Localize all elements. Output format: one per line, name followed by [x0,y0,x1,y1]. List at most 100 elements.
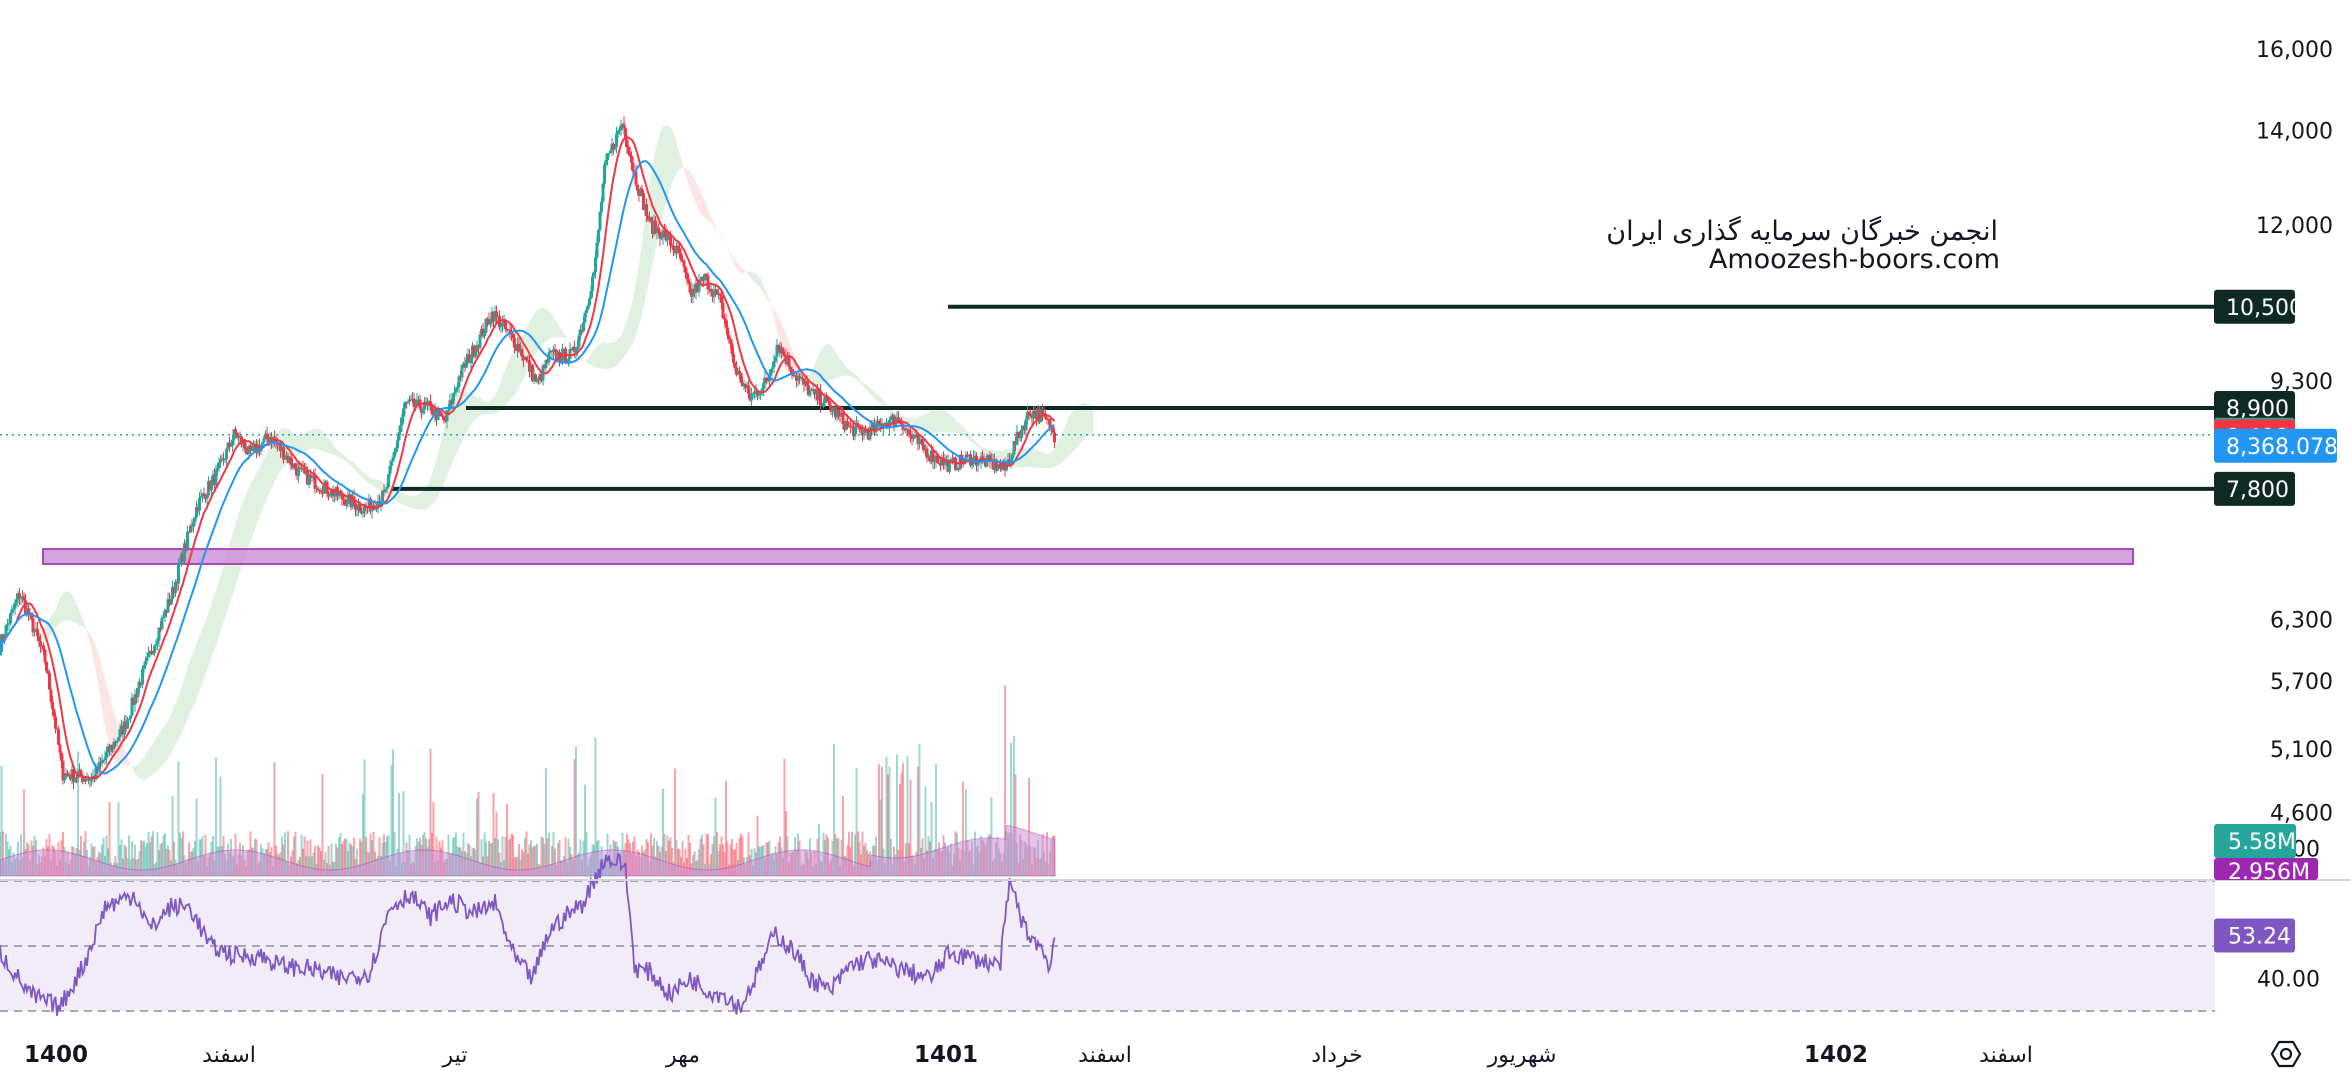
cloud-segment [685,167,687,180]
candle-body [51,701,54,710]
candle-body [141,668,144,685]
cloud-segment [154,738,156,774]
price-badges: 10,5008,9008,5208,498.58,368.0787,8005.5… [2214,289,2338,953]
volume-bar [495,812,498,876]
cloud-segment [847,368,849,377]
volume-bar [542,837,544,876]
cloud-segment [817,354,819,386]
candle-body [723,318,726,320]
cloud-segment [775,312,777,331]
cloud-segment [969,433,971,441]
volume-bar [392,749,394,876]
candle-body [201,493,204,497]
price-badge-label: 7,800 [2226,478,2289,503]
ma-fast-line [0,136,1056,780]
candle-body [1000,468,1004,470]
candle-body [42,645,45,650]
volume-bar [726,841,729,876]
candle-body [90,778,93,781]
volume-bar [119,845,121,876]
volume-bar [524,838,526,876]
rsi-pane [0,852,2215,1016]
candle-body [24,600,27,614]
cloud-segment [513,349,515,397]
candle-body [769,368,773,376]
cloud-segment [268,446,270,496]
candle-body [757,393,761,396]
cloud-segment [774,309,776,325]
volume-bar [962,781,964,876]
candle-body [31,618,35,633]
candle-body [720,295,723,303]
cloud-segment [582,358,584,362]
volume-bar [536,843,538,876]
cloud-segment [48,618,50,640]
cloud-segment [1026,447,1028,468]
candle-body [609,150,612,154]
cloud-segment [811,368,813,387]
cloud-segment [178,692,180,740]
volume-bar [564,837,567,876]
candle-body [115,740,119,743]
volume-bar [138,851,141,876]
volume-bar [681,841,684,876]
volume-bar [293,836,295,876]
candle-body [369,498,372,512]
candle-body [391,457,395,462]
cloud-segment [721,235,723,240]
cloud-segment [544,308,546,343]
cloud-segment [837,354,839,378]
cloud-segment [1047,453,1049,469]
cloud-segment [1065,422,1067,460]
candle-body [874,424,878,433]
volume-bar [917,766,919,876]
cloud-segment [1053,447,1055,468]
candle-body [13,602,17,609]
volume-bar [336,847,339,876]
candle-body [820,405,824,407]
cloud-segment [444,421,446,483]
cloud-segment [246,491,248,554]
volume-bar [650,833,652,876]
cloud-segment [427,481,429,509]
candle-body [798,376,801,379]
candle-body [525,357,528,361]
candle-body [771,367,774,369]
cloud-segment [1087,403,1089,436]
volume-bar [491,842,493,876]
candle-body [97,762,101,771]
price-tick-label: 12,000 [2256,214,2333,239]
volume-bar [575,746,577,876]
cloud-segment [859,379,861,384]
cloud-segment [231,533,233,600]
cloud-segment [1035,449,1037,468]
candle-body [751,393,755,395]
cloud-segment [499,381,501,411]
cloud-segment [960,423,962,435]
cloud-segment [421,490,423,510]
cloud-segment [333,444,335,456]
cloud-segment [658,132,660,236]
cloud-segment [930,410,932,434]
cloud-segment [714,223,716,229]
cloud-segment [621,332,623,361]
candle-body [475,345,479,352]
candle-body [726,327,729,336]
volume-bar [0,765,3,876]
candle-body [144,661,147,666]
cloud-segment [381,480,383,493]
cloud-segment [718,230,720,235]
volume-bar [734,849,736,876]
cloud-segment [997,451,999,464]
candle-body [27,608,30,616]
cloud-segment [493,394,495,414]
candle-body [442,416,446,421]
cloud-segment [963,426,965,437]
cloud-segment [669,126,671,193]
volume-bar [516,856,519,876]
settings-icon[interactable] [2268,1036,2304,1072]
candle-body [810,389,813,391]
candle-body [325,481,329,494]
cloud-segment [711,216,713,226]
